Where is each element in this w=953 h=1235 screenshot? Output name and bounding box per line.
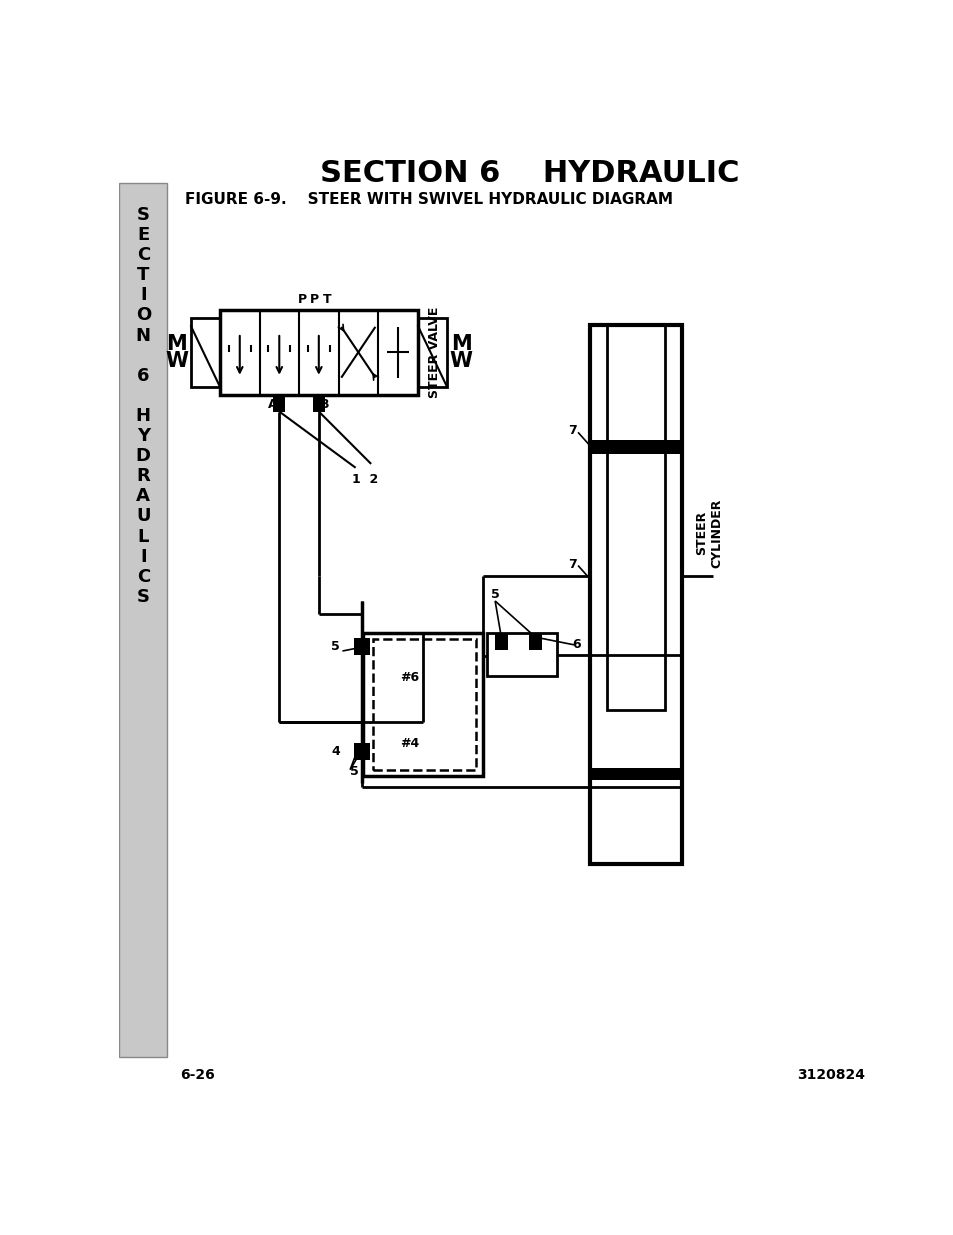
Bar bbox=[495, 634, 507, 651]
Text: S
E
C
T
I
O
N
 
6
 
H
Y
D
R
A
U
L
I
C
S: S E C T I O N 6 H Y D R A U L I C S bbox=[135, 206, 151, 606]
Bar bbox=[590, 440, 681, 454]
Text: 6: 6 bbox=[572, 638, 580, 651]
Text: M
W: M W bbox=[165, 333, 188, 370]
Bar bbox=[354, 743, 369, 761]
Bar bbox=[529, 634, 541, 651]
Text: A: A bbox=[268, 398, 277, 411]
Text: STEER VALVE: STEER VALVE bbox=[428, 306, 440, 398]
Text: 1  2: 1 2 bbox=[352, 473, 377, 485]
Text: P: P bbox=[298, 293, 307, 305]
Bar bbox=[191, 317, 220, 387]
Text: P: P bbox=[310, 293, 318, 305]
Text: 5: 5 bbox=[490, 588, 499, 601]
Bar bbox=[487, 634, 557, 676]
Text: SECTION 6    HYDRAULIC: SECTION 6 HYDRAULIC bbox=[320, 159, 739, 188]
Text: 5: 5 bbox=[350, 766, 358, 778]
Bar bbox=[273, 395, 285, 411]
Bar bbox=[607, 325, 664, 710]
Bar bbox=[417, 317, 447, 387]
Bar bbox=[354, 638, 369, 655]
Bar bbox=[590, 325, 681, 864]
Text: M
W: M W bbox=[449, 333, 472, 370]
Bar bbox=[590, 768, 681, 779]
Text: 7: 7 bbox=[567, 557, 576, 571]
Bar bbox=[313, 395, 325, 411]
Text: 3120824: 3120824 bbox=[797, 1067, 864, 1082]
Text: #4: #4 bbox=[400, 737, 419, 750]
Text: STEER
CYLINDER: STEER CYLINDER bbox=[695, 499, 722, 568]
Bar bbox=[373, 640, 476, 769]
Text: #6: #6 bbox=[400, 672, 419, 684]
Text: FIGURE 6-9.    STEER WITH SWIVEL HYDRAULIC DIAGRAM: FIGURE 6-9. STEER WITH SWIVEL HYDRAULIC … bbox=[185, 193, 673, 207]
Bar bbox=[220, 310, 417, 395]
Text: T: T bbox=[322, 293, 331, 305]
Text: B: B bbox=[320, 398, 330, 411]
Text: 4: 4 bbox=[331, 746, 340, 758]
Text: 6-26: 6-26 bbox=[179, 1067, 214, 1082]
Bar bbox=[363, 634, 483, 776]
Text: 5: 5 bbox=[331, 640, 340, 653]
Text: 7: 7 bbox=[567, 425, 576, 437]
Bar bbox=[119, 183, 167, 1057]
